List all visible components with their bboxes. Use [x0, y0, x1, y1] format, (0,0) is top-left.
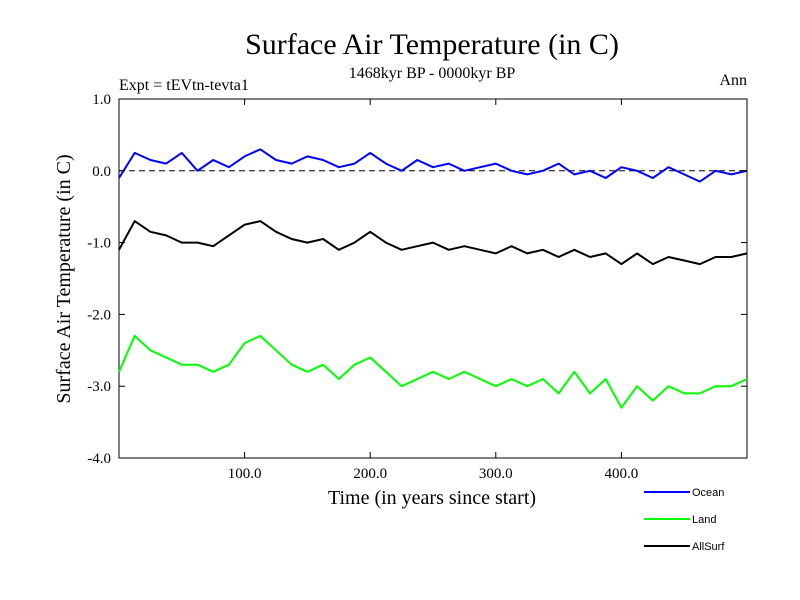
legend-label-land: Land: [692, 514, 716, 526]
y-tick-label: -1.0: [87, 236, 111, 252]
y-tick-label: -3.0: [87, 379, 111, 395]
season-label: Ann: [719, 72, 747, 89]
chart-subtitle: 1468kyr BP - 0000kyr BP: [349, 65, 516, 82]
y-tick-label: 0.0: [92, 164, 111, 180]
y-axis-label: Surface Air Temperature (in C): [53, 154, 75, 403]
series-line-land: [118, 334, 748, 409]
y-tick-label: -2.0: [87, 307, 111, 323]
legend-label-allsurf: AllSurf: [692, 541, 725, 553]
x-tick-label: 400.0: [605, 466, 639, 482]
x-tick-label: 100.0: [228, 466, 262, 482]
plot-frame: [118, 98, 748, 459]
series-line-allsurf: [118, 220, 748, 266]
x-tick-label: 200.0: [353, 466, 387, 482]
x-tick-label: 300.0: [479, 466, 513, 482]
x-axis-label: Time (in years since start): [328, 487, 536, 509]
series-line-ocean: [118, 148, 748, 183]
y-tick-label: 1.0: [92, 92, 111, 108]
chart-title: Surface Air Temperature (in C): [245, 28, 619, 61]
expt-label: Expt = tEVtn-tevta1: [119, 77, 249, 94]
y-tick-label: -4.0: [87, 451, 111, 467]
legend-label-ocean: Ocean: [692, 487, 724, 499]
